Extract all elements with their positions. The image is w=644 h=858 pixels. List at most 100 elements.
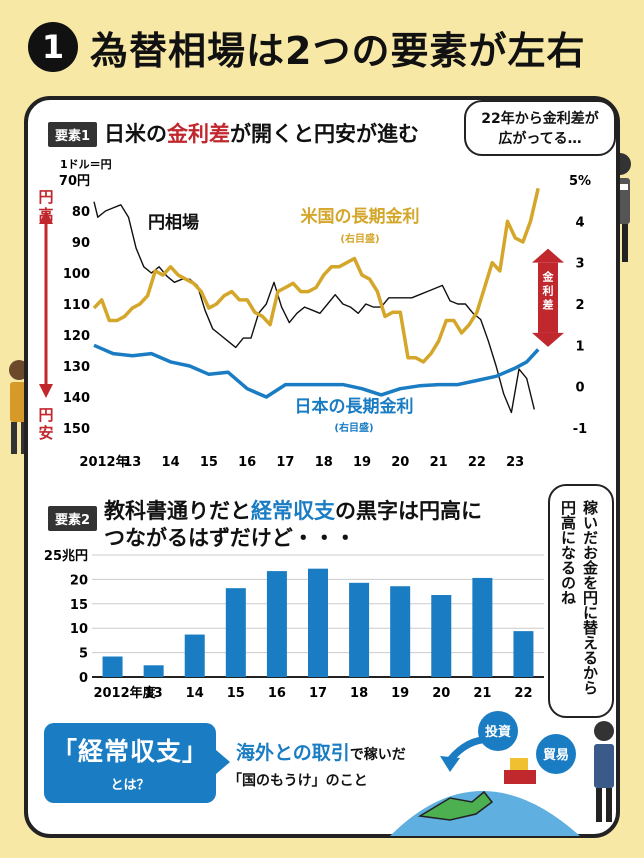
y-left-tick-label: 70円 [59, 174, 90, 189]
x-tick-label: 17 [276, 455, 294, 470]
y-right-tick-label: 1 [575, 339, 584, 354]
spread-arrow-up-icon [532, 248, 564, 263]
y-left-tick-label: 140 [63, 391, 90, 406]
spread-label-char: 差 [543, 298, 554, 312]
bar-x-tick-label: 15 [227, 686, 245, 701]
bar-y-tick-label: 15 [70, 598, 88, 613]
spread-label-char: 利 [543, 284, 554, 298]
speech-bubble-vertical: 稼いだお金を円に替えるから 円高になるのね [548, 484, 614, 718]
arrow-icon [440, 756, 460, 772]
section1-title-part3: が開くと円安が進む [230, 122, 419, 146]
bubble-line1: 22年から金利差が [481, 111, 599, 127]
investment-label: 投資 [485, 724, 511, 740]
bar-x-tick-label: 19 [391, 686, 409, 701]
yen-weak-label: 安 [38, 424, 53, 442]
concept-box: 「経常収支」 とは？ [44, 723, 216, 803]
trade-badge [536, 734, 576, 774]
bar-y-tick-label: 0 [79, 671, 88, 686]
y-left-tick-label: 120 [63, 329, 90, 344]
y-right-tick-label: -1 [573, 422, 587, 437]
bar [308, 568, 328, 677]
y-left-unit-label: 1ドル＝円 [60, 158, 112, 171]
investment-badge [478, 711, 518, 751]
y-right-tick-label: 3 [575, 257, 584, 272]
x-tick-label: 20 [391, 455, 409, 470]
bar-y-tick-label: 20 [70, 573, 88, 588]
jp-rate-line [93, 343, 540, 399]
section2-title-part3: の黒字は円高に [335, 499, 482, 523]
x-tick-label: 2012年 [79, 454, 128, 470]
speech-bubble-spread: 22年から金利差が 広がってる… [464, 100, 616, 156]
bar [390, 586, 411, 677]
globe-trade-illustration: 投資 貿易 [390, 711, 580, 836]
person-figure-right-bottom [594, 721, 614, 822]
bar [143, 665, 164, 677]
concept-subtitle: とは？ [110, 778, 150, 793]
section1-tag: 要素1 [48, 122, 98, 147]
spread-arrow-down-icon [532, 332, 564, 347]
series-note-jp-rate: (右目盛) [334, 421, 373, 434]
x-tick-label: 18 [315, 455, 333, 470]
yen-strong-label: 円 [38, 188, 53, 206]
section1-title: 日米の金利差が開くと円安が進む [104, 118, 419, 148]
bar-y-tick-label: 25兆円 [44, 548, 88, 564]
spread-label-char: 金 [542, 270, 555, 284]
series-label-us-rate: 米国の長期金利 [301, 206, 420, 227]
x-tick-label: 19 [353, 455, 371, 470]
x-tick-label: 15 [200, 455, 218, 470]
y-right-tick-label: 0 [575, 381, 584, 396]
concept-description-line2: 「国のもうけ」のこと [228, 773, 368, 789]
section2-title-highlight: 経常収支 [251, 499, 335, 523]
series-note-us-rate: (右目盛) [340, 232, 379, 245]
series-label-jp-rate: 日本の長期金利 [295, 396, 414, 417]
bar-y-tick-label: 5 [79, 647, 88, 662]
bar-x-tick-label: 16 [268, 686, 286, 701]
bar [102, 656, 123, 677]
bar-x-tick-label: 18 [350, 686, 368, 701]
bar [266, 571, 287, 677]
bar [225, 588, 246, 677]
bar-y-tick-label: 10 [70, 622, 88, 637]
bar [472, 577, 493, 677]
bar-x-tick-label: 20 [432, 686, 450, 701]
section2-title-part1: 教科書通りだと [104, 499, 251, 523]
ship-icon [504, 770, 536, 784]
bar-x-tick-label: 13 [145, 686, 163, 701]
bar [513, 631, 534, 677]
bar [349, 582, 370, 677]
x-tick-label: 22 [468, 455, 486, 470]
x-tick-label: 21 [430, 455, 448, 470]
arrow-down-icon [39, 384, 53, 398]
globe-icon [390, 791, 580, 836]
y-left-tick-label: 90 [72, 236, 90, 251]
concept-desc-rest: で稼いだ [349, 747, 406, 763]
page-title: 為替相場は2つの要素が左右 [90, 29, 586, 73]
header: 1 為替相場は2つの要素が左右 [0, 0, 644, 92]
bar-x-tick-label: 17 [309, 686, 327, 701]
y-left-tick-label: 100 [63, 267, 90, 282]
series-label-yen: 円相場 [148, 212, 199, 233]
x-tick-label: 23 [506, 455, 524, 470]
section-number-badge: 1 [28, 22, 78, 72]
spread-arrow-shaft [538, 262, 558, 333]
bar-x-tick-label: 14 [186, 686, 204, 701]
y-right-tick-label: 5% [569, 174, 591, 189]
main-panel [24, 96, 620, 838]
bar-x-tick-label: 21 [473, 686, 491, 701]
y-right-tick-label: 4 [575, 215, 584, 230]
bar-x-tick-label: 2012年度 [93, 685, 156, 701]
x-tick-label: 14 [162, 455, 180, 470]
y-left-tick-label: 150 [63, 422, 90, 437]
us-rate-line [92, 187, 540, 364]
y-left-tick-label: 130 [63, 360, 90, 375]
y-left-tick-label: 110 [63, 298, 90, 313]
pointer-triangle [216, 750, 230, 774]
bar [431, 595, 452, 677]
x-tick-label: 13 [123, 455, 141, 470]
section1-title-part1: 日米の [104, 122, 167, 146]
trade-label: 貿易 [543, 747, 569, 763]
y-right-tick-label: 2 [575, 298, 584, 313]
concept-desc-highlight: 海外との取引 [236, 742, 350, 764]
japan-map-icon [417, 790, 494, 821]
